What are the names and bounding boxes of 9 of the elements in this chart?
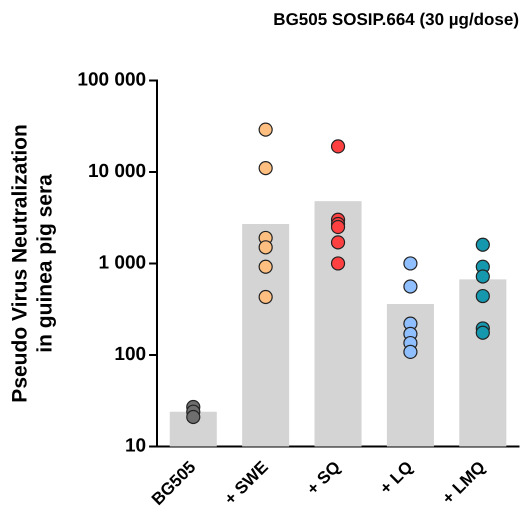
y-tick-label: 10 [124, 436, 146, 457]
y-tick-label: 100 000 [77, 70, 146, 91]
y-tick-label: 1 000 [98, 252, 146, 274]
y-tick-label: 10 000 [88, 161, 146, 182]
y-axis-title: Pseudo Virus Neutralization in guinea pig sera [8, 124, 57, 403]
y-tick-label: 100 [114, 344, 146, 366]
x-tick-label: + LQ [376, 457, 417, 498]
chart-title: BG505 SOSIP.664 (30 µg/dose) [273, 10, 519, 29]
x-tick-label: + SQ [303, 457, 344, 499]
